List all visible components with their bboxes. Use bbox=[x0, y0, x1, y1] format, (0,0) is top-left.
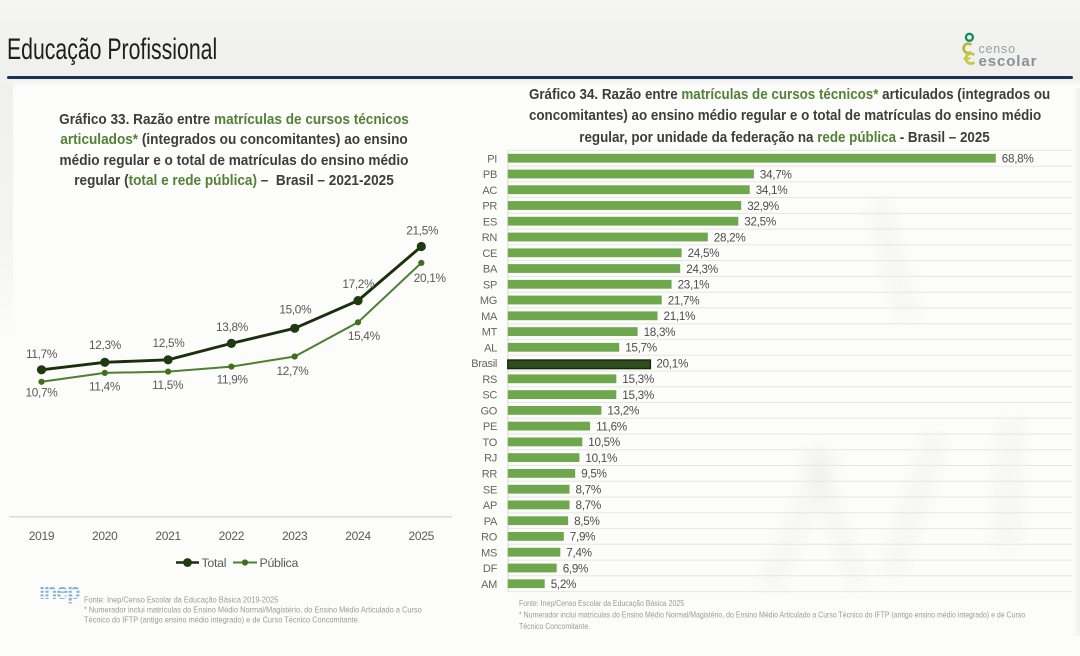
svg-text:7,9%: 7,9% bbox=[570, 531, 595, 544]
svg-text:11,9%: 11,9% bbox=[217, 372, 249, 386]
svg-text:11,4%: 11,4% bbox=[89, 380, 121, 394]
svg-text:20,1%: 20,1% bbox=[414, 271, 447, 285]
svg-text:PB: PB bbox=[483, 169, 497, 181]
svg-text:Brasil: Brasil bbox=[471, 358, 497, 370]
svg-text:12,3%: 12,3% bbox=[89, 338, 122, 352]
svg-text:13,2%: 13,2% bbox=[607, 405, 639, 418]
svg-text:Total: Total bbox=[202, 556, 227, 570]
svg-text:AP: AP bbox=[483, 500, 497, 512]
svg-text:ınep: ınep bbox=[39, 579, 80, 604]
svg-text:68,8%: 68,8% bbox=[1002, 153, 1034, 166]
svg-text:28,2%: 28,2% bbox=[714, 231, 746, 244]
svg-text:RS: RS bbox=[482, 374, 497, 386]
svg-text:DF: DF bbox=[483, 563, 498, 575]
svg-text:Fonte: Inep/Censo Escolar da E: Fonte: Inep/Censo Escolar da Educação Bá… bbox=[84, 595, 279, 605]
svg-text:censo: censo bbox=[979, 42, 1016, 56]
svg-text:23,1%: 23,1% bbox=[678, 279, 710, 292]
svg-text:17,2%: 17,2% bbox=[342, 277, 375, 291]
svg-text:15,4%: 15,4% bbox=[348, 329, 381, 343]
svg-text:2022: 2022 bbox=[219, 529, 245, 543]
svg-text:15,7%: 15,7% bbox=[625, 342, 657, 355]
svg-text:MT: MT bbox=[482, 327, 498, 339]
svg-text:9,5%: 9,5% bbox=[581, 468, 606, 481]
svg-text:2020: 2020 bbox=[92, 529, 118, 543]
svg-text:AC: AC bbox=[482, 185, 497, 197]
svg-text:2025: 2025 bbox=[409, 529, 435, 543]
svg-text:11,7%: 11,7% bbox=[26, 347, 58, 361]
svg-text:8,7%: 8,7% bbox=[576, 484, 601, 497]
svg-text:2024: 2024 bbox=[345, 529, 371, 543]
svg-text:PI: PI bbox=[487, 153, 497, 165]
svg-text:SC: SC bbox=[482, 390, 497, 402]
svg-text:15,0%: 15,0% bbox=[279, 302, 312, 316]
svg-text:11,5%: 11,5% bbox=[152, 378, 184, 392]
svg-text:5,2%: 5,2% bbox=[551, 578, 576, 591]
svg-text:8,7%: 8,7% bbox=[576, 499, 601, 512]
svg-text:12,5%: 12,5% bbox=[153, 336, 186, 350]
svg-text:2021: 2021 bbox=[155, 529, 181, 543]
svg-text:21,1%: 21,1% bbox=[664, 310, 696, 323]
svg-text:ES: ES bbox=[483, 216, 497, 228]
svg-text:AL: AL bbox=[484, 342, 497, 354]
svg-text:8,5%: 8,5% bbox=[574, 515, 599, 528]
svg-text:20,1%: 20,1% bbox=[656, 357, 688, 370]
svg-text:MG: MG bbox=[480, 295, 497, 307]
svg-text:24,3%: 24,3% bbox=[686, 263, 718, 276]
svg-text:BA: BA bbox=[483, 264, 498, 276]
svg-text:15,3%: 15,3% bbox=[622, 389, 654, 402]
svg-text:GO: GO bbox=[480, 406, 497, 418]
svg-text:11,6%: 11,6% bbox=[596, 420, 627, 433]
svg-text:SP: SP bbox=[483, 279, 497, 291]
svg-text:10,1%: 10,1% bbox=[585, 452, 617, 465]
svg-text:RJ: RJ bbox=[484, 453, 497, 465]
svg-text:* Numerador inclui matrículas: * Numerador inclui matrículas do Ensino … bbox=[84, 605, 422, 615]
svg-text:Pública: Pública bbox=[260, 556, 299, 570]
svg-text:* Numerador inclui matrículas: * Numerador inclui matrículas do Ensino … bbox=[519, 610, 1026, 620]
svg-text:32,9%: 32,9% bbox=[747, 200, 779, 213]
svg-text:18,3%: 18,3% bbox=[644, 326, 676, 339]
svg-text:21,5%: 21,5% bbox=[406, 224, 439, 238]
svg-text:SE: SE bbox=[483, 484, 497, 496]
svg-text:21,7%: 21,7% bbox=[668, 294, 700, 307]
svg-text:10,5%: 10,5% bbox=[588, 436, 620, 449]
svg-text:2023: 2023 bbox=[282, 529, 308, 543]
svg-text:RR: RR bbox=[482, 469, 498, 481]
svg-text:MA: MA bbox=[481, 311, 498, 323]
svg-text:TO: TO bbox=[483, 437, 498, 449]
svg-text:RN: RN bbox=[482, 232, 498, 244]
svg-text:PA: PA bbox=[484, 516, 498, 528]
svg-text:12,7%: 12,7% bbox=[277, 364, 310, 378]
svg-text:6,9%: 6,9% bbox=[563, 562, 588, 575]
svg-text:PR: PR bbox=[482, 201, 497, 213]
svg-text:10,7%: 10,7% bbox=[26, 386, 59, 400]
svg-text:AM: AM bbox=[481, 579, 497, 591]
svg-text:7,4%: 7,4% bbox=[566, 547, 591, 560]
svg-text:escolar: escolar bbox=[979, 53, 1038, 70]
svg-text:34,7%: 34,7% bbox=[760, 168, 792, 181]
svg-text:34,1%: 34,1% bbox=[756, 184, 788, 197]
svg-text:Técnico do IFTP (antigo ensino: Técnico do IFTP (antigo ensino médio int… bbox=[84, 615, 360, 625]
svg-text:24,5%: 24,5% bbox=[688, 247, 720, 260]
svg-text:15,3%: 15,3% bbox=[622, 373, 654, 386]
svg-text:PE: PE bbox=[483, 421, 497, 433]
svg-text:MS: MS bbox=[481, 547, 497, 559]
svg-text:CE: CE bbox=[482, 248, 497, 260]
svg-text:13,8%: 13,8% bbox=[216, 320, 249, 334]
svg-text:Técnico Concomitante.: Técnico Concomitante. bbox=[519, 621, 590, 631]
svg-text:Fonte: Inep/Censo Escolar da E: Fonte: Inep/Censo Escolar da Educação Bá… bbox=[519, 598, 685, 608]
svg-text:32,5%: 32,5% bbox=[744, 216, 776, 229]
svg-text:2019: 2019 bbox=[29, 529, 55, 543]
svg-text:RO: RO bbox=[481, 532, 498, 544]
